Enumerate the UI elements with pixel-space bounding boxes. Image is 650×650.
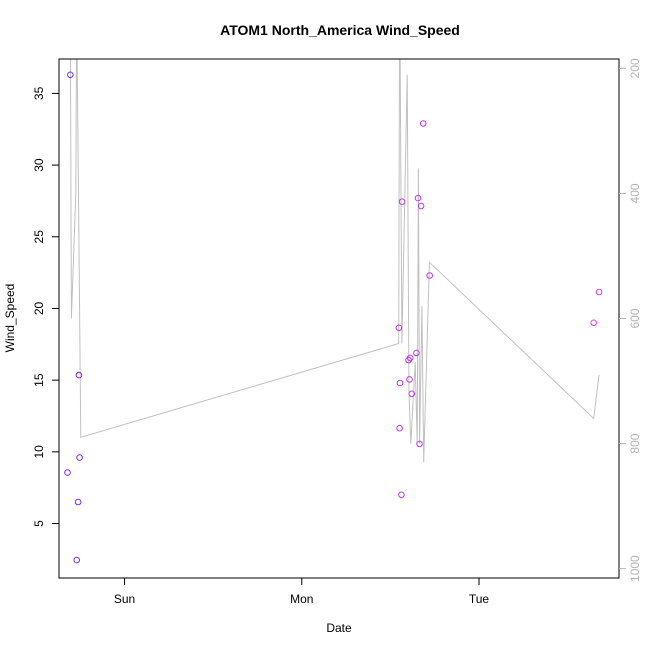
data-point (64, 469, 71, 476)
x-axis-label: Date (326, 621, 352, 635)
axes: 5 10 15 20 25 30 35 Sun Mon Tue 200 400 600 800 1000 (32, 58, 642, 606)
data-point (419, 120, 427, 127)
y-axis-label: Wind_Speed (3, 284, 17, 353)
data-point (416, 440, 423, 448)
y2-tick-label: 200 (628, 58, 642, 78)
y2-tick-label: 1000 (628, 555, 642, 582)
y-tick-label: 30 (32, 158, 46, 172)
data-point (417, 202, 425, 210)
data-point (67, 71, 74, 79)
y2-tick-label: 400 (628, 183, 642, 203)
y-tick-label: 25 (32, 230, 46, 244)
data-point (396, 424, 403, 432)
x-tick-label: Sun (114, 592, 135, 606)
data-point (395, 324, 403, 332)
data-point (595, 288, 603, 296)
data-point (413, 349, 420, 357)
data-point (406, 354, 414, 362)
data-point (74, 498, 82, 506)
x-tick-label: Mon (290, 592, 313, 606)
pressure-series (69, 59, 600, 463)
y-tick-label: 35 (32, 86, 46, 100)
data-point (396, 379, 404, 387)
y2-tick-label: 800 (628, 433, 642, 453)
data-point (398, 198, 406, 205)
plot-frame (58, 58, 620, 579)
data-point (406, 376, 413, 383)
y-tick-label: 15 (32, 373, 46, 387)
data-point (76, 454, 83, 461)
data-point (408, 390, 416, 398)
data-point (414, 194, 422, 202)
data-point (75, 371, 83, 379)
y-tick-label: 20 (32, 301, 46, 315)
data-point (590, 319, 598, 327)
data-point (426, 272, 434, 279)
data-point (398, 491, 405, 499)
y2-tick-label: 600 (628, 308, 642, 328)
y-tick-label: 5 (32, 520, 46, 527)
pressure-line (69, 59, 600, 463)
wind-speed-points (64, 71, 603, 564)
data-point (73, 556, 80, 564)
x-tick-label: Tue (469, 592, 490, 606)
chart-title: ATOM1 North_America Wind_Speed (220, 22, 460, 38)
y-tick-label: 10 (32, 445, 46, 459)
